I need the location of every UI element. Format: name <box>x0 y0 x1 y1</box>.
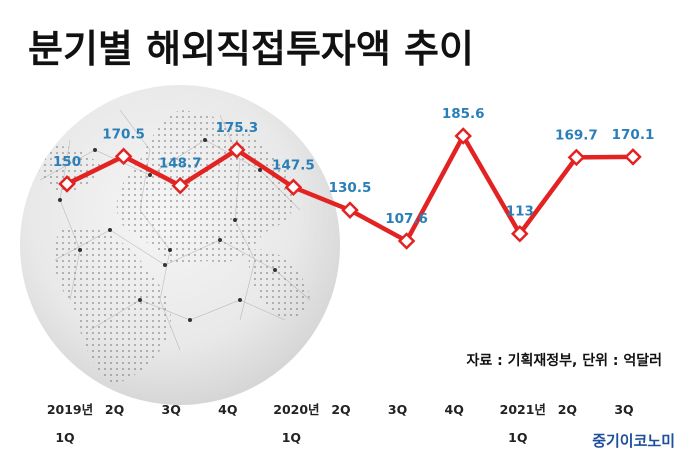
x-tick-label: 2Q <box>331 402 350 417</box>
x-axis-tick-labels: 2019년 1Q 2Q 3Q 4Q 2020년 1Q 2Q 3Q 4Q 2021년 1Q 2Q 3Q <box>47 402 634 445</box>
data-point-marker <box>511 224 529 243</box>
x-tick-label: 2020년 <box>273 402 319 417</box>
data-label: 169.7 <box>555 127 598 143</box>
x-tick-label: 2019년 <box>47 402 93 417</box>
data-point-marker <box>284 178 303 197</box>
source-note: 자료 : 기획재정부, 단위 : 억달러 <box>467 352 662 369</box>
data-label: 113 <box>506 204 534 220</box>
data-label: 147.5 <box>272 157 315 173</box>
data-label: 170.5 <box>102 126 145 142</box>
data-point-marker <box>341 201 359 219</box>
x-tick-label: 2Q <box>558 402 577 417</box>
data-point-marker <box>624 148 642 166</box>
x-tick-label: 1Q <box>508 430 527 445</box>
x-tick-label: 2Q <box>105 402 124 417</box>
data-point-marker <box>171 176 189 195</box>
x-tick-label: 3Q <box>388 402 407 417</box>
x-tick-label: 2021년 <box>500 402 546 417</box>
data-label: 170.1 <box>612 127 655 143</box>
data-point-marker <box>114 147 133 166</box>
data-point-marker <box>454 127 472 145</box>
x-tick-label: 3Q <box>614 402 633 417</box>
x-tick-label: 4Q <box>445 402 464 417</box>
data-label: 175.3 <box>215 120 258 136</box>
data-point-marker <box>397 232 416 250</box>
brand-logo: 중기이코노미 <box>592 432 675 450</box>
data-label: 130.5 <box>329 180 372 196</box>
data-point-marker <box>58 175 76 193</box>
x-tick-label: 3Q <box>162 402 181 417</box>
data-label: 107.6 <box>385 211 428 227</box>
x-tick-label: 1Q <box>282 430 301 445</box>
data-labels: 150 170.5 148.7 175.3 147.5 130.5 107.6 185.6 11… <box>53 106 654 227</box>
data-label: 148.7 <box>159 156 202 172</box>
data-markers <box>58 127 642 250</box>
data-point-marker <box>567 148 586 167</box>
data-point-marker <box>228 141 246 159</box>
data-label: 150 <box>53 154 81 170</box>
x-tick-label: 1Q <box>55 430 74 445</box>
data-label: 185.6 <box>442 106 485 122</box>
x-tick-label: 4Q <box>218 402 237 417</box>
globe-background-icon <box>20 85 340 405</box>
chart-title: 분기별 해외직접투자액 추이 <box>28 27 474 71</box>
